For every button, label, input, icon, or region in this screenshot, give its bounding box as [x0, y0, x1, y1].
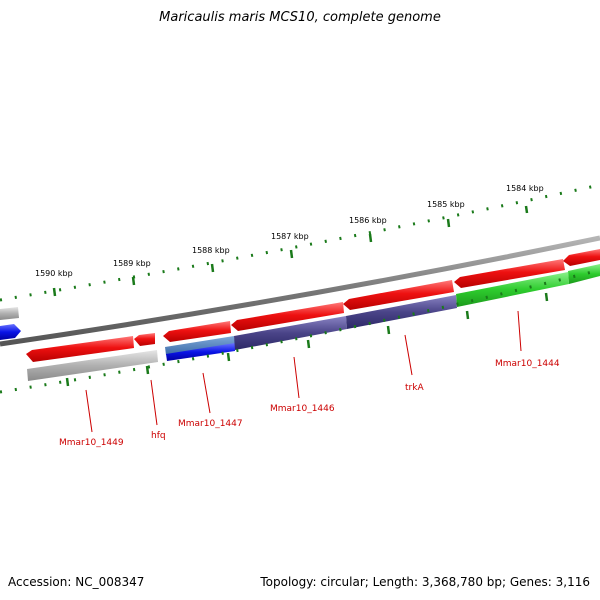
ruler-label-1588: 1588 kbp [192, 246, 230, 255]
gene-mmar10-1446-lower [234, 316, 347, 350]
major-tick [524, 205, 529, 214]
gene-next-lower [568, 264, 600, 284]
gene-label-mmar10-1444: Mmar10_1444 [495, 359, 560, 369]
major-tick [210, 263, 215, 273]
outer-ruler: 1584 kbp 1585 kbp 1586 kbp 1587 kbp 1588… [0, 183, 600, 302]
gene-mmar10-1444-top [454, 259, 565, 288]
major-tick [289, 249, 294, 259]
gene-label-hfq: hfq [151, 431, 166, 441]
gene-forward-blue [0, 324, 21, 340]
major-tick [368, 233, 373, 243]
ruler-label-1590: 1590 kbp [35, 269, 73, 278]
gene-mmar10-1446-top [231, 302, 344, 331]
ruler-label-1586: 1586 kbp [349, 216, 387, 225]
gene-label-mmar10-1449: Mmar10_1449 [59, 438, 124, 448]
gene-trka-top [343, 280, 454, 310]
ruler-label-1585: 1585 kbp [427, 200, 465, 209]
gene-mmar10-1447-lower-b [166, 343, 235, 361]
gene-mmar10-1449 [26, 336, 134, 362]
gene-leader-lines [85, 310, 522, 433]
gene-trka-lower [346, 295, 457, 329]
gene-mmar10-1449-lower [27, 350, 158, 381]
gene-next-top [563, 249, 600, 266]
major-tick [446, 218, 451, 228]
gene-hfq [134, 333, 155, 346]
genome-backbone [0, 235, 600, 347]
major-tick [131, 276, 136, 286]
gene-label-mmar10-1446: Mmar10_1446 [270, 404, 335, 414]
accession-label: Accession: NC_008347 [8, 575, 145, 589]
major-tick [52, 287, 57, 297]
gene-mmar10-1447-top [163, 321, 231, 342]
lower-track-genes [27, 264, 600, 381]
reverse-strand-genes [26, 249, 600, 362]
gene-label-trka: trkA [405, 383, 424, 393]
ruler-label-1589: 1589 kbp [113, 259, 151, 268]
ruler-label-1587: 1587 kbp [271, 232, 309, 241]
gene-forward-partial [0, 307, 19, 320]
ruler-label-1584: 1584 kbp [506, 184, 544, 193]
gene-mmar10-1447-lower-a [165, 336, 235, 355]
genome-summary: Topology: circular; Length: 3,368,780 bp… [260, 575, 590, 589]
gene-mmar10-1444-lower [456, 272, 569, 307]
gene-label-mmar10-1447: Mmar10_1447 [178, 419, 243, 429]
map-title: Maricaulis maris MCS10, complete genome [159, 10, 441, 25]
inner-ruler [0, 268, 600, 394]
